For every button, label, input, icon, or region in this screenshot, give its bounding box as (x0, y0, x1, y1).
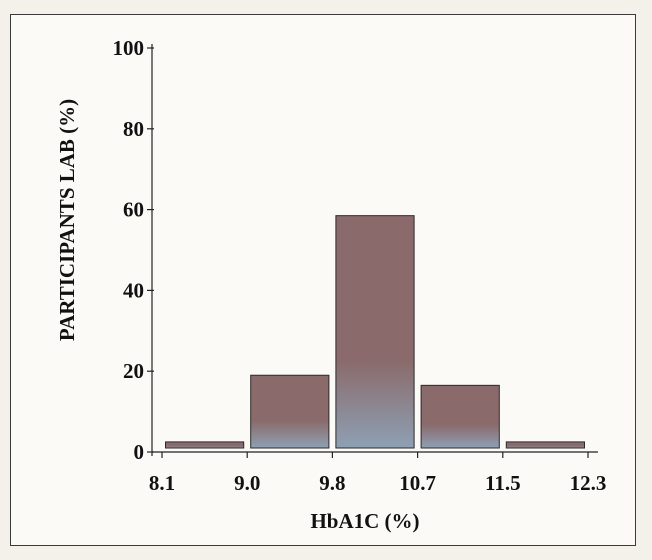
x-tick-label: 10.7 (399, 471, 436, 495)
y-tick-label: 100 (113, 36, 145, 60)
bar-4 (420, 384, 500, 449)
x-tick-label: 9.8 (319, 471, 345, 495)
y-tick-label: 60 (123, 198, 144, 222)
bar-2 (250, 374, 330, 449)
bar-5 (505, 441, 585, 449)
x-tick-label: 8.1 (149, 471, 175, 495)
y-axis-title: PARTICIPANTS LAB (%) (55, 99, 79, 341)
y-tick-label: 20 (123, 359, 144, 383)
y-tick-label: 40 (123, 278, 144, 302)
y-tick-label: 80 (123, 117, 144, 141)
x-tick-label: 9.0 (234, 471, 260, 495)
chart-frame (10, 14, 636, 546)
x-tick-label: 12.3 (570, 471, 607, 495)
bar-1 (165, 441, 245, 449)
x-tick-label: 11.5 (485, 471, 521, 495)
x-axis-title: HbA1C (%) (310, 509, 419, 533)
y-tick-label: 0 (134, 440, 145, 464)
bar-3 (335, 215, 415, 449)
